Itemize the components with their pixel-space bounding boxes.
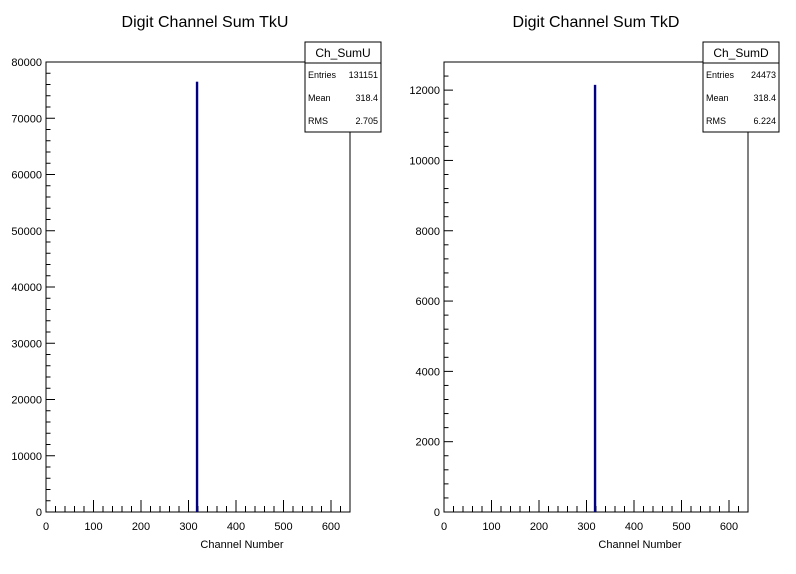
chart-title: Digit Channel Sum TkD	[513, 14, 680, 31]
x-tick-label: 400	[227, 521, 245, 533]
stats-value-entries: 24473	[751, 70, 776, 80]
x-tick-label: 400	[625, 521, 643, 533]
x-tick-label: 500	[672, 521, 690, 533]
y-tick-label: 0	[36, 507, 42, 519]
x-tick-label: 200	[530, 521, 548, 533]
y-tick-label: 60000	[11, 170, 42, 182]
y-tick-label: 4000	[416, 366, 440, 378]
stats-value-mean: 318.4	[753, 93, 776, 103]
x-tick-label: 300	[577, 521, 595, 533]
stats-frame	[304, 41, 382, 133]
x-tick-label: 100	[482, 521, 500, 533]
y-tick-label: 80000	[11, 57, 42, 69]
x-tick-label: 600	[720, 521, 738, 533]
stats-frame	[702, 41, 780, 133]
y-tick-label: 30000	[11, 338, 42, 350]
y-tick-label: 0	[434, 507, 440, 519]
x-tick-label: 0	[43, 521, 49, 533]
stats-label-mean: Mean	[308, 93, 331, 103]
stats-label-entries: Entries	[706, 70, 735, 80]
stats-label-rms: RMS	[706, 116, 726, 126]
y-tick-label: 12000	[409, 85, 440, 97]
stats-box: Ch_SumD Entries 24473 Mean 318.4 RMS 6.224	[702, 41, 780, 133]
y-tick-label: 40000	[11, 282, 42, 294]
y-tick-label: 10000	[409, 155, 440, 167]
y-tick-label: 20000	[11, 395, 42, 407]
y-tick-label: 70000	[11, 113, 42, 125]
x-tick-label: 0	[441, 521, 447, 533]
stats-value-mean: 318.4	[355, 93, 378, 103]
y-tick-label: 10000	[11, 451, 42, 463]
stats-name: Ch_SumU	[315, 46, 370, 60]
x-tick-label: 600	[322, 521, 340, 533]
y-tick-label: 6000	[416, 296, 440, 308]
x-axis-label: Channel Number	[598, 539, 681, 551]
histogram-panel-1: Digit Channel Sum TkU 0 10000 20000 30000 400…	[11, 14, 382, 551]
stats-value-rms: 2.705	[355, 116, 378, 126]
y-tick-label: 50000	[11, 226, 42, 238]
x-axis-label: Channel Number	[200, 539, 283, 551]
histogram-bar	[593, 84, 597, 512]
histogram-bar	[195, 81, 199, 512]
stats-name: Ch_SumD	[713, 46, 769, 60]
x-tick-label: 100	[84, 521, 102, 533]
stats-value-rms: 6.224	[753, 116, 776, 126]
x-tick-label: 500	[274, 521, 292, 533]
x-tick-label: 300	[179, 521, 197, 533]
stats-label-mean: Mean	[706, 93, 729, 103]
y-tick-label: 2000	[416, 437, 440, 449]
x-tick-label: 200	[132, 521, 150, 533]
histogram-panel-2: Digit Channel Sum TkD0200040006000800010…	[409, 14, 780, 551]
stats-label-rms: RMS	[308, 116, 328, 126]
chart-title: Digit Channel Sum TkU	[122, 14, 289, 31]
stats-box: Ch_SumU Entries 131151 Mean 318.4 RMS 2.705	[304, 41, 382, 133]
y-tick-label: 8000	[416, 226, 440, 238]
stats-label-entries: Entries	[308, 70, 337, 80]
stats-value-entries: 131151	[349, 70, 378, 80]
